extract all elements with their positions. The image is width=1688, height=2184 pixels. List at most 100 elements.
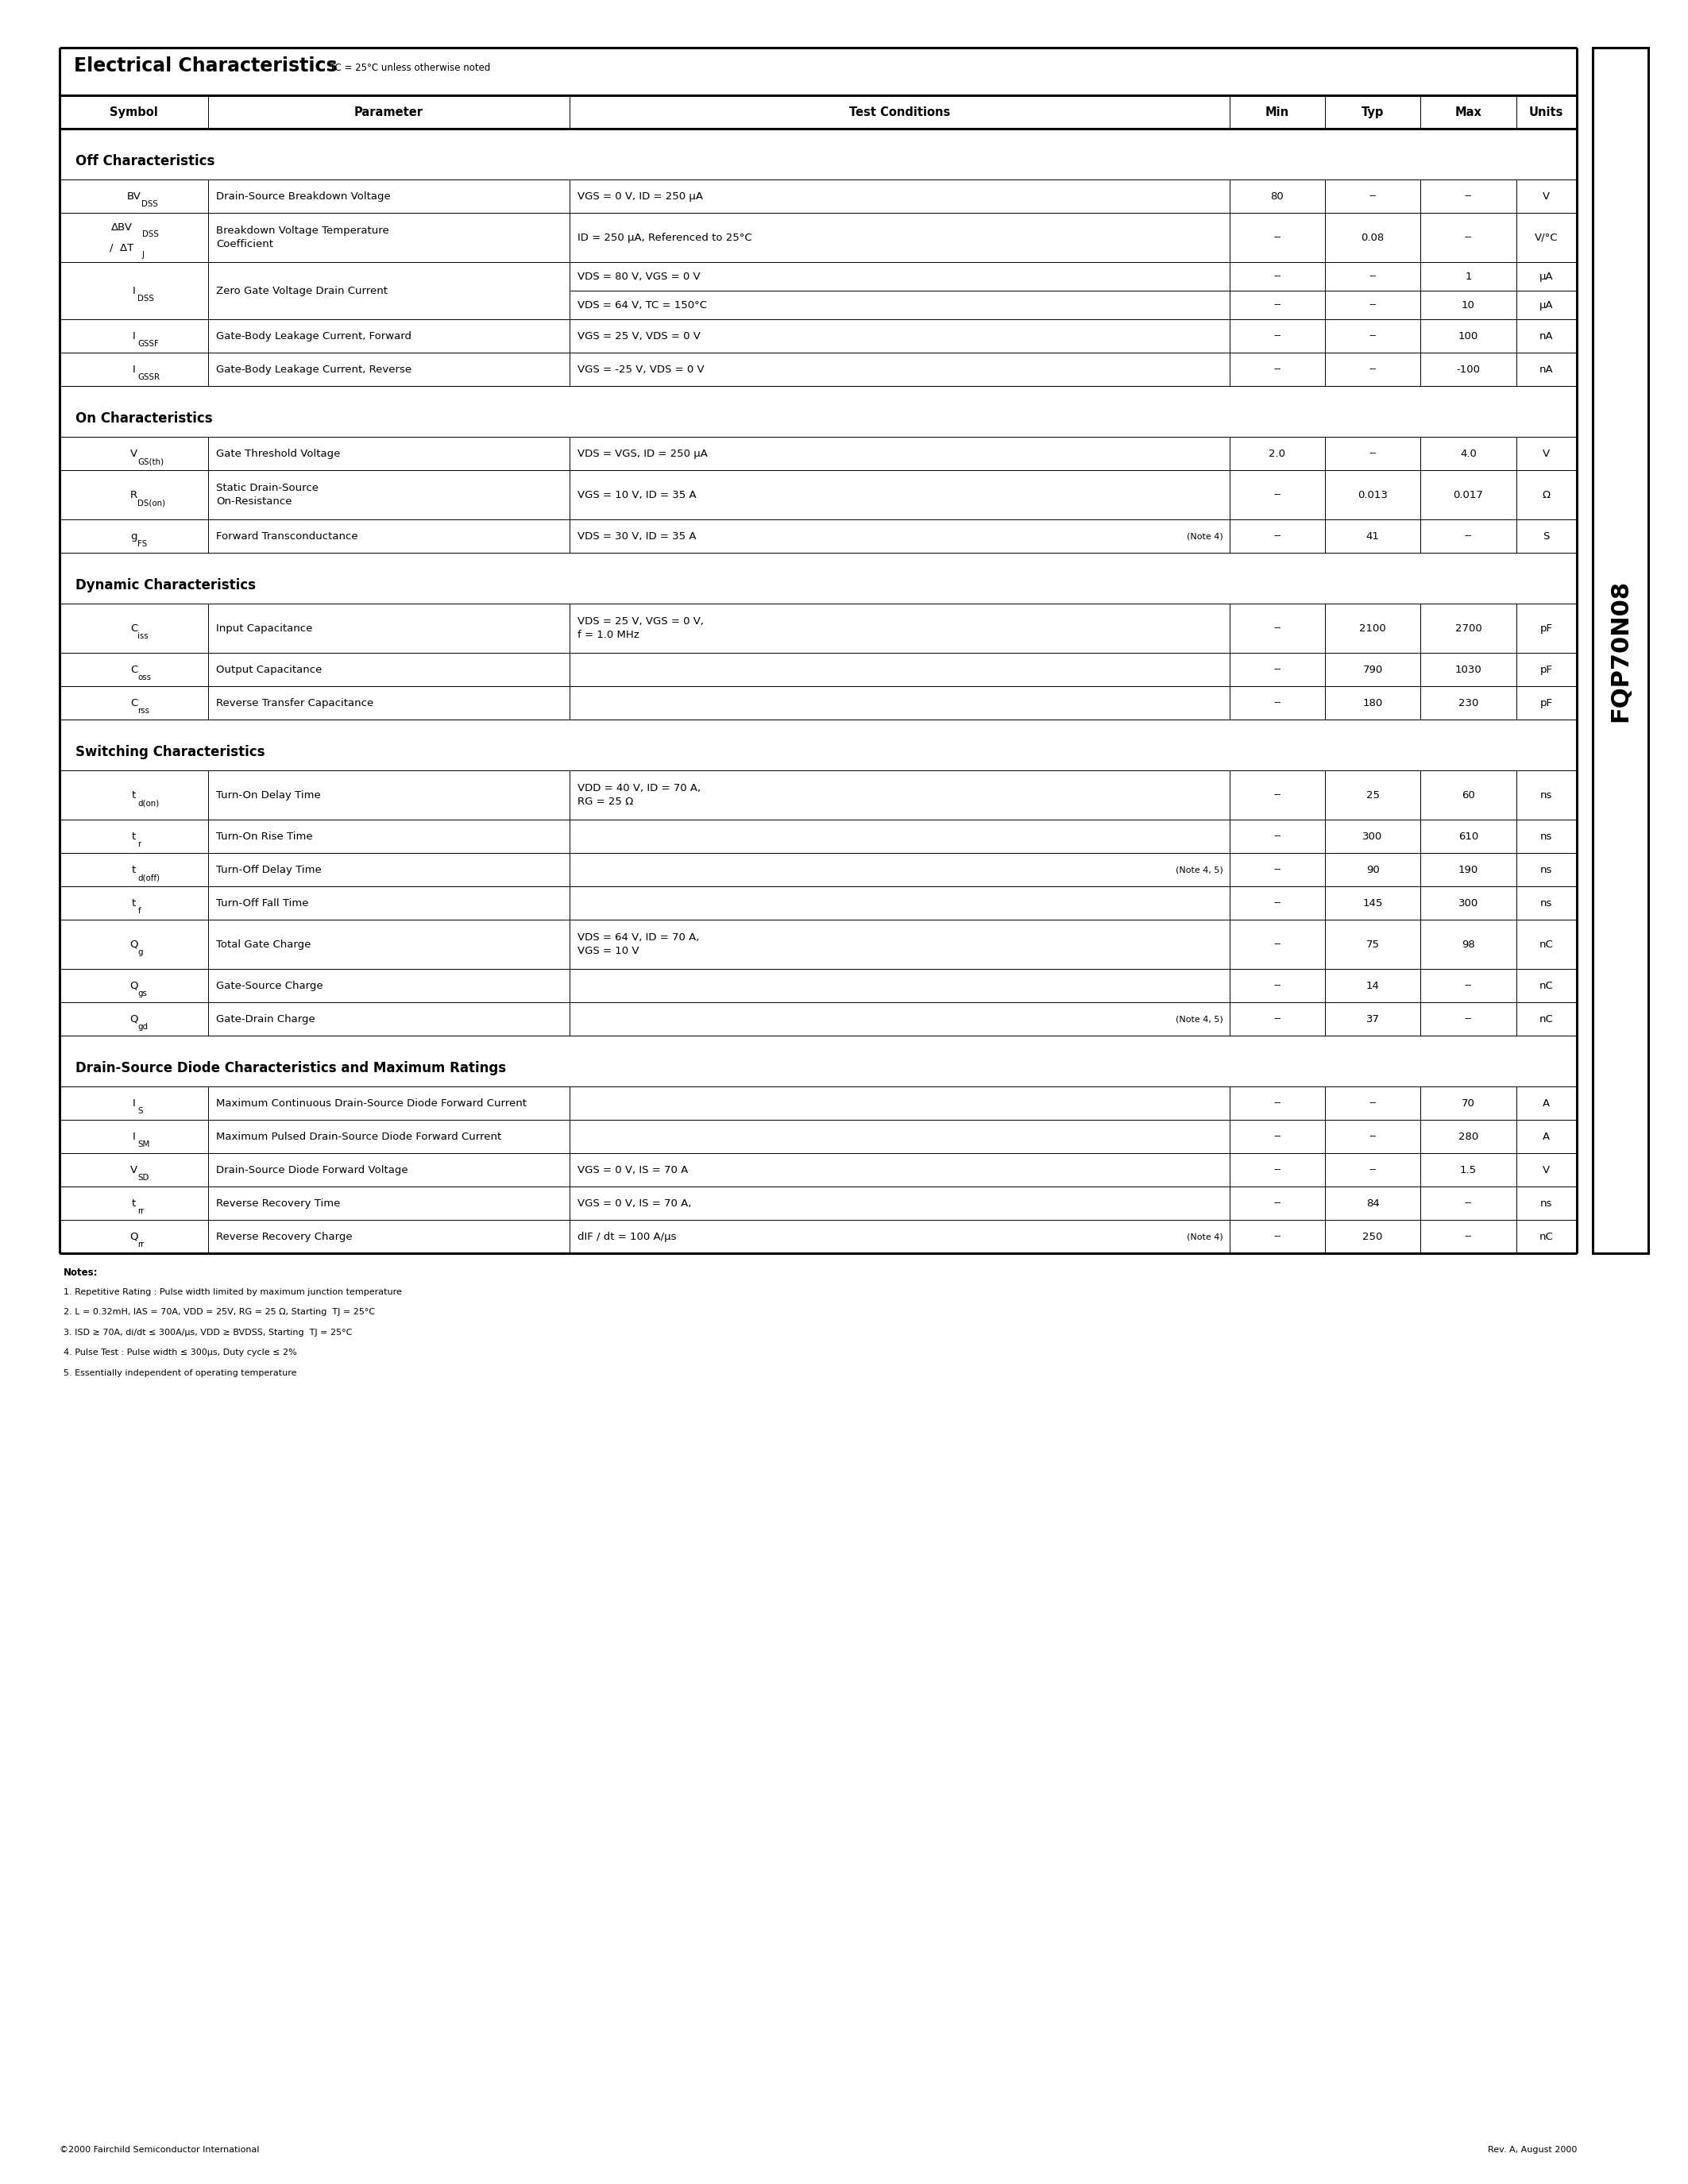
Text: --: -- — [1273, 330, 1281, 341]
Text: --: -- — [1465, 232, 1472, 242]
Text: 90: 90 — [1366, 865, 1379, 876]
Text: VDS = 64 V, ID = 70 A,: VDS = 64 V, ID = 70 A, — [577, 933, 699, 943]
Text: oss: oss — [138, 673, 152, 681]
Text: Reverse Recovery Charge: Reverse Recovery Charge — [216, 1232, 353, 1243]
Text: 2100: 2100 — [1359, 622, 1386, 633]
Text: 3. ISD ≥ 70A, di/dt ≤ 300A/μs, VDD ≥ BVDSS, Starting  TJ = 25°C: 3. ISD ≥ 70A, di/dt ≤ 300A/μs, VDD ≥ BVD… — [64, 1328, 353, 1337]
Text: VDS = VGS, ID = 250 μA: VDS = VGS, ID = 250 μA — [577, 448, 707, 459]
Text: BV: BV — [127, 190, 142, 201]
Text: DSS: DSS — [138, 295, 154, 304]
Text: --: -- — [1369, 299, 1376, 310]
Text: SM: SM — [138, 1140, 150, 1149]
Text: --: -- — [1369, 330, 1376, 341]
Text: V: V — [130, 448, 137, 459]
Text: (Note 4, 5): (Note 4, 5) — [1175, 865, 1224, 874]
Text: dIF / dt = 100 A/μs: dIF / dt = 100 A/μs — [577, 1232, 677, 1243]
Text: r: r — [138, 841, 142, 847]
Text: Electrical Characteristics: Electrical Characteristics — [74, 57, 338, 76]
Text: Parameter: Parameter — [354, 107, 424, 118]
Text: g: g — [138, 948, 143, 957]
Text: Input Capacitance: Input Capacitance — [216, 622, 312, 633]
Text: 280: 280 — [1458, 1131, 1479, 1142]
Text: Notes:: Notes: — [64, 1267, 98, 1278]
Text: A: A — [1543, 1131, 1550, 1142]
Text: --: -- — [1273, 622, 1281, 633]
Text: Total Gate Charge: Total Gate Charge — [216, 939, 311, 950]
Text: 14: 14 — [1366, 981, 1379, 992]
Text: C: C — [130, 697, 138, 708]
Text: --: -- — [1273, 1232, 1281, 1243]
Text: d(off): d(off) — [138, 874, 160, 882]
Text: ns: ns — [1541, 1199, 1553, 1208]
Text: rss: rss — [138, 708, 150, 714]
Text: C: C — [130, 622, 138, 633]
Text: VGS = 10 V, ID = 35 A: VGS = 10 V, ID = 35 A — [577, 489, 695, 500]
Text: Gate-Drain Charge: Gate-Drain Charge — [216, 1013, 316, 1024]
Text: Gate-Body Leakage Current, Forward: Gate-Body Leakage Current, Forward — [216, 330, 412, 341]
Text: GSSR: GSSR — [138, 373, 160, 382]
Text: f = 1.0 MHz: f = 1.0 MHz — [577, 629, 640, 640]
Text: pF: pF — [1539, 664, 1553, 675]
Text: --: -- — [1465, 531, 1472, 542]
Text: 2. L = 0.32mH, IAS = 70A, VDD = 25V, RG = 25 Ω, Starting  TJ = 25°C: 2. L = 0.32mH, IAS = 70A, VDD = 25V, RG … — [64, 1308, 375, 1317]
Text: Min: Min — [1266, 107, 1290, 118]
Text: --: -- — [1369, 1099, 1376, 1107]
Text: --: -- — [1273, 299, 1281, 310]
Text: Ω: Ω — [1543, 489, 1551, 500]
Text: Test Conditions: Test Conditions — [849, 107, 950, 118]
Text: --: -- — [1273, 1099, 1281, 1107]
Text: VDS = 30 V, ID = 35 A: VDS = 30 V, ID = 35 A — [577, 531, 695, 542]
Text: VDS = 25 V, VGS = 0 V,: VDS = 25 V, VGS = 0 V, — [577, 616, 704, 627]
Text: Zero Gate Voltage Drain Current: Zero Gate Voltage Drain Current — [216, 286, 388, 295]
Text: 300: 300 — [1458, 898, 1479, 909]
Text: R: R — [130, 489, 137, 500]
Text: VDS = 64 V, TC = 150°C: VDS = 64 V, TC = 150°C — [577, 299, 707, 310]
Text: --: -- — [1273, 1199, 1281, 1208]
Text: rr: rr — [138, 1208, 145, 1214]
Text: 84: 84 — [1366, 1199, 1379, 1208]
Text: I: I — [132, 1131, 135, 1142]
Text: Maximum Pulsed Drain-Source Diode Forward Current: Maximum Pulsed Drain-Source Diode Forwar… — [216, 1131, 501, 1142]
Text: 300: 300 — [1362, 832, 1382, 841]
Text: 0.013: 0.013 — [1357, 489, 1388, 500]
Text: VDD = 40 V, ID = 70 A,: VDD = 40 V, ID = 70 A, — [577, 782, 701, 793]
Text: --: -- — [1465, 1013, 1472, 1024]
Text: On-Resistance: On-Resistance — [216, 496, 292, 507]
Text: Units: Units — [1529, 107, 1563, 118]
Text: --: -- — [1465, 1232, 1472, 1243]
Text: t: t — [132, 832, 137, 841]
Text: 1.5: 1.5 — [1460, 1164, 1477, 1175]
Text: -100: -100 — [1457, 365, 1480, 373]
Text: 1. Repetitive Rating : Pulse width limited by maximum junction temperature: 1. Repetitive Rating : Pulse width limit… — [64, 1289, 402, 1295]
Text: Turn-Off Fall Time: Turn-Off Fall Time — [216, 898, 309, 909]
Text: --: -- — [1273, 939, 1281, 950]
Text: RG = 25 Ω: RG = 25 Ω — [577, 797, 633, 808]
Text: FS: FS — [138, 539, 147, 548]
Text: --: -- — [1465, 981, 1472, 992]
Text: --: -- — [1273, 1164, 1281, 1175]
Text: V: V — [1543, 1164, 1550, 1175]
Text: 2.0: 2.0 — [1269, 448, 1286, 459]
Text: rr: rr — [138, 1241, 145, 1249]
Text: Drain-Source Diode Characteristics and Maximum Ratings: Drain-Source Diode Characteristics and M… — [76, 1061, 506, 1075]
Text: --: -- — [1273, 865, 1281, 876]
Text: 75: 75 — [1366, 939, 1379, 950]
Text: VGS = 10 V: VGS = 10 V — [577, 946, 638, 957]
Text: --: -- — [1369, 448, 1376, 459]
Bar — [1593, 48, 1647, 1254]
Text: 790: 790 — [1362, 664, 1382, 675]
Text: DS(on): DS(on) — [138, 498, 165, 507]
Text: VGS = -25 V, VDS = 0 V: VGS = -25 V, VDS = 0 V — [577, 365, 704, 373]
Text: Maximum Continuous Drain-Source Diode Forward Current: Maximum Continuous Drain-Source Diode Fo… — [216, 1099, 527, 1107]
Text: 250: 250 — [1362, 1232, 1382, 1243]
Text: I: I — [132, 286, 135, 295]
Text: VGS = 0 V, IS = 70 A: VGS = 0 V, IS = 70 A — [577, 1164, 689, 1175]
Text: /  ΔT: / ΔT — [110, 242, 133, 253]
Text: Max: Max — [1455, 107, 1482, 118]
Text: Output Capacitance: Output Capacitance — [216, 664, 322, 675]
Text: VGS = 25 V, VDS = 0 V: VGS = 25 V, VDS = 0 V — [577, 330, 701, 341]
Text: Coefficient: Coefficient — [216, 240, 273, 249]
Text: 4.0: 4.0 — [1460, 448, 1477, 459]
Text: SD: SD — [138, 1173, 149, 1182]
Text: J: J — [142, 251, 143, 260]
